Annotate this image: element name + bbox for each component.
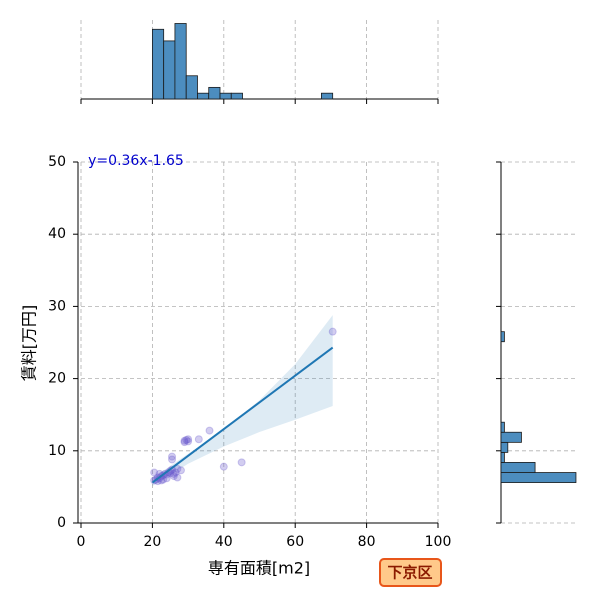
point xyxy=(180,438,189,447)
point xyxy=(173,464,182,473)
point xyxy=(219,462,228,471)
histogram-bar xyxy=(500,441,509,453)
point xyxy=(205,426,214,435)
histogram-bar xyxy=(163,40,176,100)
point xyxy=(159,475,168,484)
histogram-bar xyxy=(500,462,536,473)
histogram-bar xyxy=(151,28,165,100)
x-tick-label: 80 xyxy=(358,534,376,550)
histogram-bar xyxy=(230,92,243,100)
point xyxy=(184,435,193,444)
y-tick-label: 40 xyxy=(48,226,66,242)
point xyxy=(182,435,191,444)
histogram-bar xyxy=(500,451,505,463)
histogram-bar xyxy=(219,92,232,100)
point xyxy=(328,327,337,336)
point xyxy=(237,458,246,467)
point xyxy=(173,473,182,482)
histogram-bar xyxy=(500,472,577,483)
point xyxy=(150,468,159,477)
histogram-bar xyxy=(500,421,505,433)
histogram-bar xyxy=(197,92,210,100)
x-tick-label: 0 xyxy=(77,534,86,550)
histogram-bar xyxy=(500,431,522,443)
annotation: y=0.36x-1.65 xyxy=(88,153,184,169)
regression-line xyxy=(151,346,334,484)
x-tick-label: 20 xyxy=(143,534,161,550)
x-tick-label: 40 xyxy=(215,534,233,550)
y-tick-label: 50 xyxy=(48,154,66,170)
point xyxy=(162,474,171,483)
badge: 下京区 xyxy=(387,564,432,582)
histogram-bar xyxy=(500,331,505,343)
histogram-bar xyxy=(208,86,221,100)
x-axis-label: 専有面積[m2] xyxy=(208,559,310,578)
point xyxy=(169,472,178,481)
point xyxy=(180,436,189,445)
x-tick-label: 60 xyxy=(286,534,304,550)
point xyxy=(169,469,178,478)
point xyxy=(168,455,177,464)
y-tick-label: 30 xyxy=(48,298,66,314)
point xyxy=(171,468,180,477)
y-axis-label: 賃料[万円] xyxy=(20,305,39,382)
point xyxy=(194,435,203,444)
point xyxy=(176,466,185,475)
point xyxy=(184,437,193,446)
x-tick-label: 100 xyxy=(425,534,452,550)
histogram-bar xyxy=(321,92,334,100)
y-tick-label: 10 xyxy=(48,443,66,459)
badge-box xyxy=(379,558,442,587)
histogram-bar xyxy=(174,23,187,100)
point xyxy=(168,452,177,461)
histogram-bar xyxy=(185,75,198,100)
y-tick-label: 20 xyxy=(48,371,66,387)
y-tick-label: 0 xyxy=(57,515,66,531)
